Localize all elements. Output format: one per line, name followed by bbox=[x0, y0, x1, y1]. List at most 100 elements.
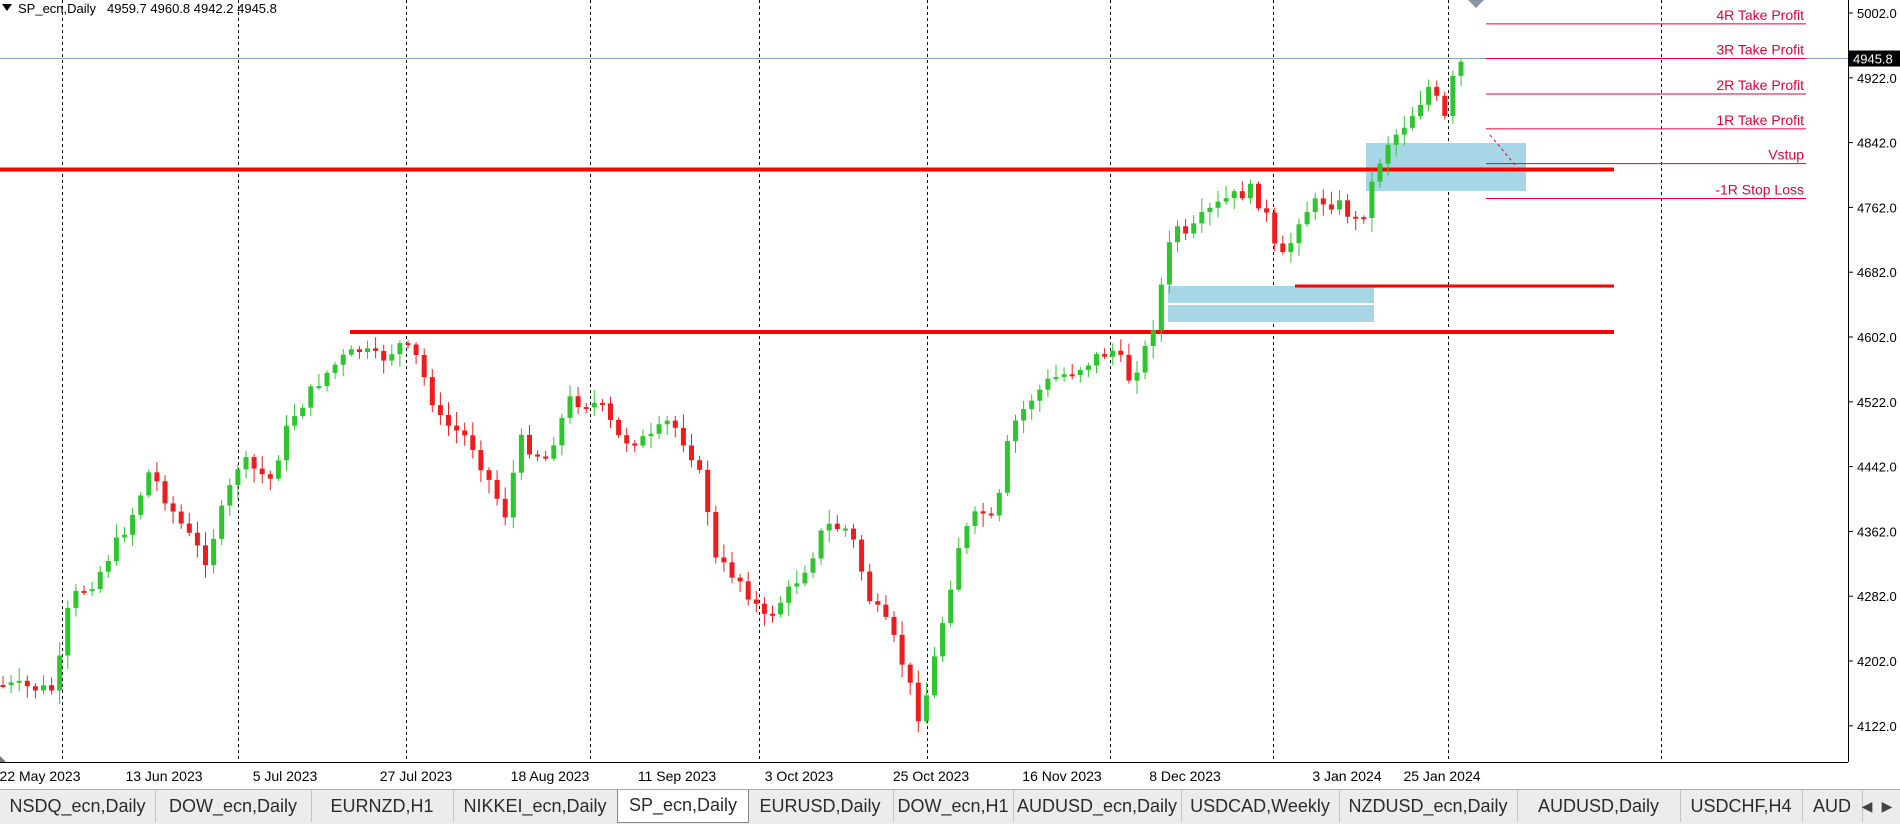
price-chart[interactable]: 4R Take Profit 3R Take Profit 2R Take Prof… bbox=[0, 0, 1900, 790]
candle-body bbox=[203, 545, 208, 566]
candle-body bbox=[259, 468, 265, 475]
trade-levels[interactable]: 4R Take Profit 3R Take Profit 2R Take Prof… bbox=[1486, 7, 1806, 199]
candle-body bbox=[1418, 104, 1423, 117]
candle-body bbox=[332, 364, 338, 373]
candle-body bbox=[1264, 208, 1270, 213]
candle-body bbox=[616, 419, 622, 436]
candle-body bbox=[1296, 224, 1302, 244]
tab-audusd-ecn-daily[interactable]: AUDUSD_ecn,Daily bbox=[1013, 790, 1182, 822]
tab-usdcad-weekly[interactable]: USDCAD,Weekly bbox=[1181, 790, 1340, 822]
tab-eurnzd-h1[interactable]: EURNZD,H1 bbox=[311, 790, 454, 822]
chart-shift-marker[interactable] bbox=[1468, 0, 1484, 8]
candle-body bbox=[348, 349, 354, 355]
candle-body bbox=[591, 402, 597, 408]
trade-level-label: 3R Take Profit bbox=[1716, 42, 1804, 58]
corner-arrow-icon[interactable] bbox=[0, 756, 6, 762]
candle-body bbox=[729, 562, 735, 578]
candle-body bbox=[105, 561, 111, 572]
candle-body bbox=[16, 680, 22, 683]
price-axis-label: 4442.0 bbox=[1857, 460, 1897, 475]
candle-body bbox=[81, 590, 87, 593]
candle-body bbox=[1272, 212, 1278, 244]
candle-body bbox=[122, 534, 127, 538]
candle-body bbox=[583, 407, 589, 410]
candle-body bbox=[964, 526, 970, 549]
candle-body bbox=[907, 664, 913, 683]
candle-body bbox=[883, 604, 889, 617]
tab-sp-ecn-daily[interactable]: SP_ecn,Daily bbox=[617, 790, 749, 823]
tabs-prev-icon[interactable]: ◀ bbox=[1861, 798, 1873, 814]
candle-body bbox=[940, 623, 946, 657]
tabs-next-icon[interactable]: ▶ bbox=[1881, 798, 1893, 814]
candle-body bbox=[680, 427, 686, 446]
tab-dow-ecn-daily[interactable]: DOW_ecn,Daily bbox=[155, 790, 312, 822]
tab-nsdq-ecn-daily[interactable]: NSDQ_ecn,Daily bbox=[0, 790, 156, 822]
candle-body bbox=[1094, 354, 1099, 366]
tab-nzdusd-ecn-daily[interactable]: NZDUSD_ecn,Daily bbox=[1339, 790, 1518, 822]
chart-ohlc: 4959.7 4960.8 4942.2 4945.8 bbox=[107, 1, 277, 16]
candle-body bbox=[802, 572, 808, 584]
support-zone-lower bbox=[1168, 305, 1374, 322]
candle-body bbox=[284, 425, 289, 461]
candle-body bbox=[770, 613, 775, 616]
time-axis-label: 3 Oct 2023 bbox=[765, 768, 834, 784]
tab-dow-ecn-h1[interactable]: DOW_ecn,H1 bbox=[893, 790, 1014, 822]
candle-body bbox=[41, 685, 46, 691]
candle-body bbox=[454, 425, 460, 431]
tab-nikkei-ecn-daily[interactable]: NIKKEI_ecn,Daily bbox=[453, 790, 618, 822]
tab-usdchf-h4[interactable]: USDCHF,H4 bbox=[1680, 790, 1803, 822]
candle-body bbox=[227, 485, 233, 506]
candle-body bbox=[316, 386, 322, 389]
price-axis-label: 4122.0 bbox=[1857, 719, 1897, 734]
price-axis-label: 4602.0 bbox=[1857, 330, 1897, 345]
time-axis-label: 25 Jan 2024 bbox=[1403, 768, 1480, 784]
candle-body bbox=[1328, 204, 1334, 210]
candle-body bbox=[713, 512, 719, 558]
candle-body bbox=[340, 354, 346, 365]
tab-aud[interactable]: AUD bbox=[1802, 790, 1863, 822]
candle-body bbox=[97, 571, 103, 590]
candle-body bbox=[1199, 212, 1205, 224]
trade-level-label: 1R Take Profit bbox=[1716, 112, 1804, 128]
candle-body bbox=[834, 523, 840, 530]
candle-body bbox=[1029, 400, 1035, 410]
candle-body bbox=[1053, 377, 1059, 380]
candle-body bbox=[178, 511, 184, 524]
candle-body bbox=[1256, 183, 1261, 209]
candle-body bbox=[956, 548, 962, 590]
candle-body bbox=[113, 537, 119, 562]
candle-body bbox=[1175, 226, 1180, 243]
candle-body bbox=[1069, 374, 1075, 377]
tab-eurusd-daily[interactable]: EURUSD,Daily bbox=[747, 790, 894, 822]
time-axis-label: 18 Aug 2023 bbox=[511, 768, 590, 784]
horizontal-levels[interactable] bbox=[0, 167, 1614, 334]
candle-body bbox=[689, 445, 694, 461]
stop-dashed-connector bbox=[1489, 134, 1517, 167]
candle-body bbox=[1077, 370, 1083, 376]
candle-body bbox=[421, 355, 427, 378]
candle-body bbox=[1102, 354, 1108, 357]
candle-body bbox=[721, 557, 727, 563]
price-axis-label: 4842.0 bbox=[1857, 136, 1897, 151]
candle-body bbox=[381, 350, 387, 361]
candle-body bbox=[1385, 144, 1391, 164]
candle-body bbox=[292, 416, 298, 426]
candle-body bbox=[875, 601, 881, 605]
candle-body bbox=[1353, 216, 1359, 219]
candle-body bbox=[851, 528, 856, 540]
candle-body bbox=[535, 454, 541, 457]
candle-body bbox=[1361, 217, 1367, 220]
candle-body bbox=[57, 655, 63, 691]
candle-body bbox=[1401, 127, 1407, 135]
candle-body bbox=[1021, 409, 1027, 421]
candle-body bbox=[1215, 201, 1221, 208]
price-axis-label: 4922.0 bbox=[1857, 71, 1897, 86]
candle-body bbox=[356, 349, 362, 353]
menu-triangle-icon[interactable] bbox=[2, 4, 12, 11]
candle-body bbox=[1426, 86, 1432, 105]
support-zone-upper bbox=[1168, 286, 1374, 303]
candle-body bbox=[648, 433, 654, 437]
candle-body bbox=[194, 532, 200, 546]
candle-body bbox=[429, 377, 435, 406]
tab-audusd-daily[interactable]: AUDUSD,Daily bbox=[1517, 790, 1681, 822]
